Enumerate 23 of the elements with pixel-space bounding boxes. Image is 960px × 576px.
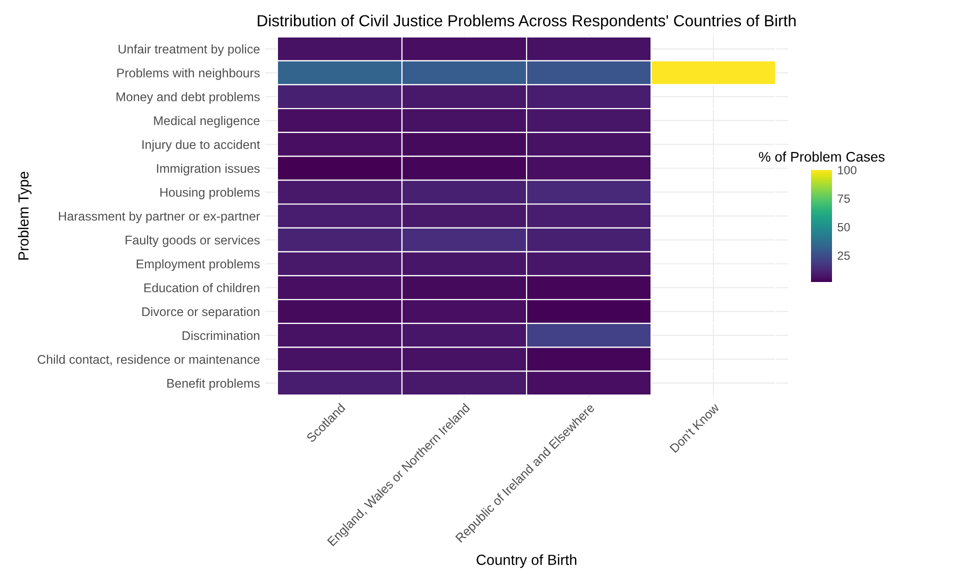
color-bar-label: 75 [838, 194, 850, 203]
y-tick-label: Employment problems [136, 259, 260, 271]
color-bar-label: 50 [838, 222, 850, 232]
x-axis-title: Country of Birth [476, 554, 576, 568]
y-tick-label: Education of children [144, 283, 260, 292]
color-bar-title: % of Problem Cases [758, 152, 885, 162]
y-tick-label: Discrimination [182, 330, 260, 340]
color-bar-label: 100 [838, 166, 856, 174]
y-tick-label: Faulty goods or services [126, 235, 260, 247]
y-tick-label: Divorce or separation [142, 306, 260, 319]
y-tick-label: Money and debt problems [116, 92, 260, 104]
color-bar-label: 25 [838, 251, 850, 260]
y-tick-label: Benefit problems [167, 378, 260, 390]
y-tick-label: Medical negligence [154, 116, 260, 128]
y-tick-label: Unfair treatment by police [118, 44, 260, 56]
chart-title: Distribution of Civil Justice Problems Across Respondents' Countries of Birth [258, 14, 796, 30]
y-tick-label: Injury due to accident [142, 140, 260, 152]
y-axis-title: Problem Type [18, 172, 32, 260]
y-tick-label: Housing problems [160, 188, 260, 200]
y-tick-label: Child contact, residence or maintenance [38, 354, 260, 366]
y-tick-label: Problems with neighbours [117, 68, 260, 80]
y-tick-label: Immigration issues [157, 164, 260, 176]
y-tick-label: Harassment by partner or ex-partner [58, 211, 260, 224]
